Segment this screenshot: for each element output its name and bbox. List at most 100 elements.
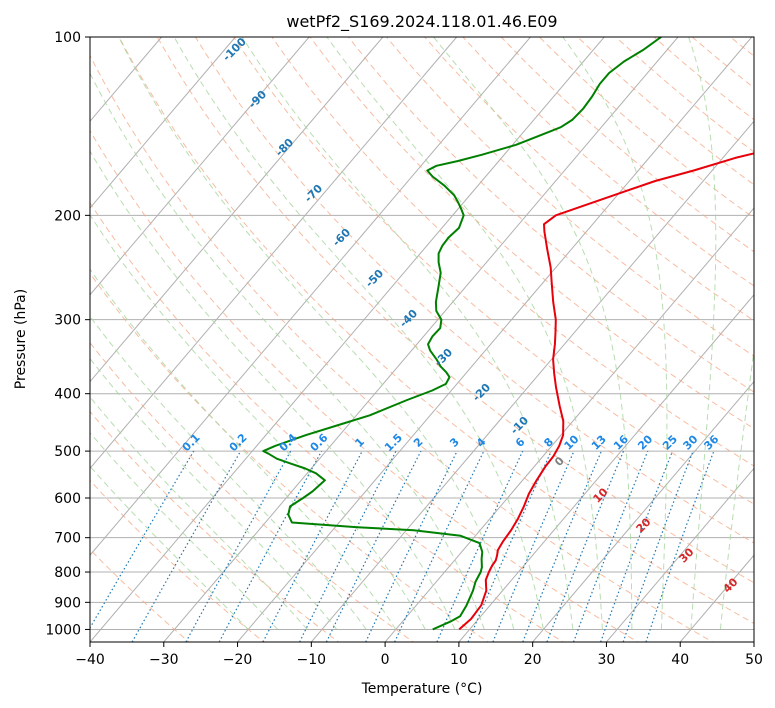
moist-adiabat (118, 37, 515, 630)
y-axis-label: Pressure (hPa) (13, 289, 29, 389)
moist-adiabat (90, 465, 249, 630)
dry-adiabat (730, 37, 754, 57)
dry-adiabat (118, 37, 754, 624)
moist-adiabat (241, 37, 574, 630)
x-tick-label: −40 (75, 652, 105, 668)
moist-adiabat (90, 431, 279, 630)
moist-adiabat-label: 20 (634, 515, 654, 535)
mixing-ratio-label: 25 (660, 433, 680, 453)
y-tick-label: 600 (54, 491, 81, 507)
dry-adiabat-label: -60 (330, 226, 353, 249)
moist-adiabat (719, 346, 754, 630)
chart-title: wetPf2_S169.2024.118.01.46.E09 (286, 12, 557, 32)
dry-adiabat (90, 341, 415, 642)
isotherm-gridline (532, 380, 754, 642)
y-tick-label: 200 (54, 208, 81, 224)
isotherm-gridline (458, 294, 754, 642)
y-tick-label: 400 (54, 387, 81, 403)
profile-lines (262, 37, 754, 631)
y-tick-label: 800 (54, 565, 81, 581)
dry-adiabat (691, 37, 754, 89)
moist-adiabat (562, 37, 668, 630)
temperature-line (458, 152, 754, 631)
dry-adiabat (615, 37, 754, 153)
x-tick-label: 50 (745, 652, 763, 668)
y-axis: 1000 900 800 700 600 500 400 300 200 100 (45, 30, 90, 638)
moist-adiabat (173, 37, 544, 630)
isotherm-gridline (237, 37, 753, 642)
mixing-ratio-line (325, 450, 422, 642)
dry-adiabat (90, 272, 490, 642)
dry-adiabat-label: -40 (397, 307, 420, 330)
y-tick-label: 500 (54, 444, 81, 460)
dry-adiabat (90, 548, 190, 642)
dry-adiabat (462, 37, 754, 287)
mixing-ratio-line (467, 450, 552, 642)
mixing-ratio-line (299, 450, 397, 642)
isotherm-gridline (90, 37, 236, 209)
x-tick-label: 20 (524, 652, 542, 668)
y-tick-label: 700 (54, 531, 81, 547)
dry-adiabat-label: 0 (552, 454, 567, 469)
mixing-ratio-label: 6 (513, 435, 528, 450)
mixing-ratio-label: 10 (562, 432, 582, 452)
mixing-ratio-label: 3 (447, 435, 462, 450)
dry-adiabat (424, 37, 754, 322)
dry-adiabat-label: -20 (470, 381, 493, 404)
mixing-ratio-line (522, 450, 602, 642)
mixing-ratio-line (645, 450, 715, 642)
isotherm-gridline (0, 37, 14, 642)
isotherm-gridline (90, 37, 531, 556)
dewpoint-line (262, 37, 662, 631)
dry-adiabat (386, 37, 754, 357)
mixing-ratio-line (572, 450, 649, 642)
mixing-ratio-line (365, 450, 458, 642)
dry-adiabat-label: -100 (220, 35, 249, 64)
mixing-ratio-label: 13 (589, 433, 609, 453)
mixing-ratio-line (546, 450, 625, 642)
y-tick-label: 300 (54, 313, 81, 329)
moist-adiabat (90, 357, 338, 630)
moist-adiabat (326, 37, 603, 630)
mixing-ratio-line (600, 450, 674, 642)
isotherm-gridline (310, 120, 754, 642)
x-tick-label: −30 (149, 652, 179, 668)
moist-adiabat (90, 150, 456, 630)
isotherm-gridline (384, 207, 754, 642)
moist-adiabat-label: 30 (677, 545, 697, 565)
dry-adiabat (271, 37, 754, 467)
x-tick-label: 40 (671, 652, 689, 668)
mixing-ratio-line (262, 450, 363, 642)
dry-adiabat (769, 37, 775, 644)
dry-adiabat-label: -10 (508, 414, 531, 437)
x-tick-label: 10 (450, 652, 468, 668)
isotherm-gridline (679, 554, 754, 642)
dry-adiabat (539, 37, 754, 219)
gridlines (0, 37, 754, 642)
x-axis: −40 −30 −20 −10 0 10 20 30 40 50 (75, 642, 763, 668)
mixing-ratio-label: 36 (701, 432, 721, 452)
y-tick-label: 900 (54, 595, 81, 611)
isotherm-gridline (90, 37, 384, 383)
dry-adiabat (194, 37, 754, 544)
dry-adiabat-label: -70 (302, 182, 325, 205)
dry-adiabat (90, 479, 265, 642)
moist-adiabat (90, 214, 426, 630)
y-tick-label: 1000 (45, 622, 81, 638)
mixing-ratio-line (394, 450, 485, 642)
moist-adiabat (90, 315, 367, 630)
isotherm-gridline (90, 37, 458, 470)
x-axis-label: Temperature (°C) (361, 681, 483, 697)
moist-adiabat (433, 37, 633, 630)
mixing-ratio-label: 30 (681, 432, 701, 452)
dry-adiabat (90, 129, 639, 642)
dry-adiabat (347, 37, 754, 393)
dry-adiabat-label: -80 (273, 136, 296, 159)
x-tick-label: −20 (223, 652, 253, 668)
moist-adiabat (90, 268, 397, 630)
moist-adiabat-label: 40 (721, 575, 741, 595)
mixing-ratio-line (622, 450, 694, 642)
mixing-ratio-label: 8 (541, 435, 556, 450)
x-tick-label: −10 (297, 652, 327, 668)
mixing-ratio-line (90, 450, 195, 629)
